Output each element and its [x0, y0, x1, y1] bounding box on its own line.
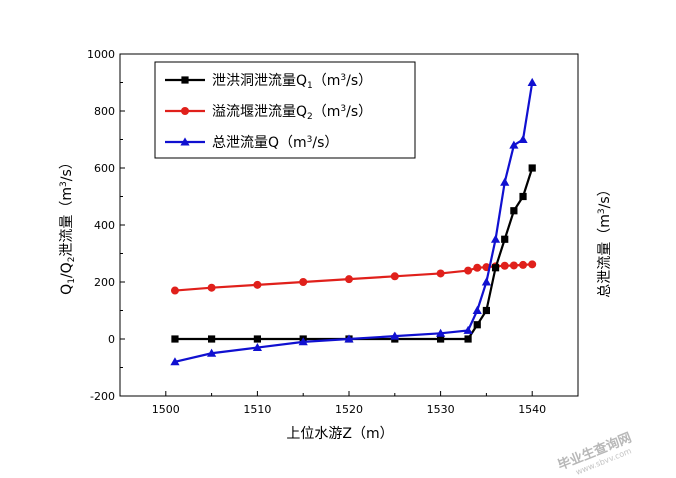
legend-marker-0	[181, 76, 189, 84]
data-point-0-0	[171, 335, 179, 343]
data-point-2-0	[170, 357, 180, 366]
data-point-1-11	[500, 261, 509, 270]
data-point-2-10	[490, 234, 501, 243]
data-point-2-11	[500, 177, 510, 186]
x-tick-label-4: 1540	[518, 403, 546, 416]
legend-label-2: 总泄流量Q（m3/s）	[212, 135, 338, 151]
data-point-0-7	[464, 335, 472, 343]
legend-label-1: 溢流堰泄流量Q2（m3/s）	[212, 104, 372, 122]
x-tick-label-2: 1520	[335, 403, 363, 416]
legend-marker-1	[181, 107, 189, 115]
y-tick-label-3: 400	[94, 219, 115, 232]
data-point-0-8	[473, 321, 481, 329]
data-point-1-13	[519, 260, 528, 269]
series-1	[170, 260, 537, 295]
data-point-1-12	[509, 261, 518, 270]
x-tick-label-3: 1530	[427, 403, 455, 416]
data-point-2-8	[472, 305, 482, 314]
data-point-1-14	[528, 260, 537, 269]
data-point-0-2	[253, 335, 261, 343]
y-axis-label-left: Q1/Q2泄流量（m3/s）	[59, 155, 77, 295]
watermark: 毕业生查询网 www.sbvv.com	[556, 430, 634, 477]
data-point-0-13	[519, 192, 527, 201]
data-point-1-5	[390, 272, 399, 281]
data-point-1-7	[464, 266, 473, 275]
axis-ticks: 1500 1510 1520 1530 1540 -200 0 200 400 600 800 100…	[87, 48, 579, 416]
y-tick-label-6: 1000	[87, 48, 115, 61]
legend-marker-2	[180, 137, 190, 146]
data-point-2-2	[252, 342, 262, 351]
data-point-2-1	[207, 348, 217, 357]
y-tick-label-2: 200	[94, 276, 115, 289]
series-layer	[170, 77, 537, 366]
series-2	[170, 77, 537, 366]
data-point-2-4	[344, 334, 354, 343]
legend-entry-0: 泄洪洞泄流量Q1（m3/s）	[165, 73, 372, 91]
data-point-1-3	[299, 278, 308, 286]
y-tick-label-0: -200	[90, 390, 115, 403]
data-point-2-12	[509, 140, 519, 149]
legend-entry-1: 溢流堰泄流量Q2（m3/s）	[165, 104, 372, 122]
data-point-0-10	[491, 264, 500, 272]
data-point-0-1	[208, 335, 216, 343]
data-point-0-14	[528, 164, 536, 172]
data-point-1-8	[473, 263, 482, 272]
y-tick-label-5: 800	[94, 105, 115, 118]
data-point-1-4	[345, 275, 353, 284]
data-point-1-2	[253, 280, 262, 289]
legend-entry-2: 总泄流量Q（m3/s）	[165, 135, 338, 151]
x-tick-label-1: 1510	[243, 403, 271, 416]
data-point-2-13	[518, 134, 528, 143]
y-axis-label-right: 总泄流量（m3/s）	[597, 182, 613, 297]
y-tick-label-1: 0	[108, 333, 115, 346]
data-point-1-1	[207, 283, 216, 292]
data-point-0-11	[501, 235, 509, 243]
data-point-2-3	[298, 337, 308, 346]
data-point-0-6	[437, 335, 445, 343]
x-axis-label: 上位水游Z（m）	[286, 426, 393, 442]
data-point-2-5	[390, 331, 400, 340]
data-point-2-7	[463, 325, 473, 334]
legend-label-0: 泄洪洞泄流量Q1（m3/s）	[212, 73, 372, 91]
legend: 泄洪洞泄流量Q1（m3/s） 溢流堰泄流量Q2（m3/s） 总泄流量Q（m3/s）	[154, 61, 416, 159]
data-point-2-9	[481, 277, 491, 286]
data-point-1-6	[436, 269, 445, 278]
series-0	[171, 164, 536, 343]
data-point-2-14	[527, 77, 537, 86]
data-point-0-9	[482, 306, 490, 315]
x-tick-label-0: 1500	[152, 403, 180, 416]
y-tick-label-4: 600	[94, 162, 115, 175]
data-point-1-0	[170, 286, 179, 295]
data-point-0-12	[510, 207, 518, 215]
data-point-2-6	[436, 328, 446, 337]
